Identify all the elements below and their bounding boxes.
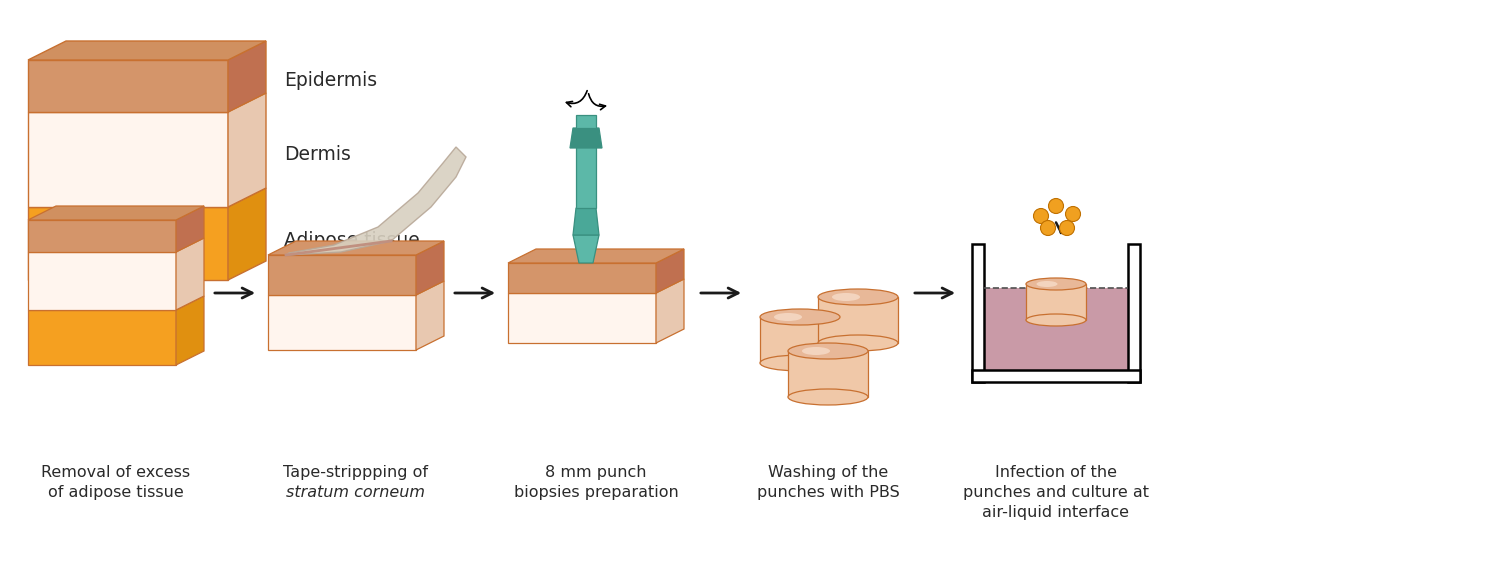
- Text: air-liquid interface: air-liquid interface: [982, 505, 1130, 520]
- Ellipse shape: [760, 309, 839, 325]
- Polygon shape: [417, 281, 444, 350]
- Polygon shape: [788, 351, 868, 397]
- Polygon shape: [175, 238, 204, 310]
- Circle shape: [1060, 220, 1075, 236]
- Polygon shape: [28, 60, 228, 112]
- Text: Infection of the: Infection of the: [995, 465, 1117, 480]
- Bar: [971, 370, 1141, 382]
- Polygon shape: [576, 115, 597, 128]
- Polygon shape: [28, 206, 204, 220]
- Polygon shape: [175, 296, 204, 365]
- Text: punches and culture at: punches and culture at: [962, 485, 1150, 500]
- Ellipse shape: [1036, 281, 1057, 287]
- Text: Tape-strippping of: Tape-strippping of: [283, 465, 429, 480]
- Ellipse shape: [788, 343, 868, 359]
- Ellipse shape: [788, 389, 868, 405]
- Polygon shape: [268, 295, 417, 350]
- Bar: [983, 288, 1129, 370]
- Polygon shape: [28, 41, 265, 60]
- Text: Adipose tissue: Adipose tissue: [283, 231, 420, 250]
- Text: biopsies preparation: biopsies preparation: [514, 485, 679, 500]
- Ellipse shape: [818, 335, 898, 351]
- Polygon shape: [175, 206, 204, 252]
- Polygon shape: [28, 310, 175, 365]
- Text: of adipose tissue: of adipose tissue: [48, 485, 184, 500]
- Ellipse shape: [760, 355, 839, 371]
- Ellipse shape: [773, 313, 802, 321]
- Polygon shape: [760, 317, 839, 363]
- Polygon shape: [28, 112, 228, 207]
- Polygon shape: [573, 208, 600, 235]
- Polygon shape: [228, 188, 265, 280]
- Polygon shape: [28, 220, 175, 252]
- Text: stratum corneum: stratum corneum: [286, 485, 426, 500]
- Ellipse shape: [832, 293, 860, 301]
- Circle shape: [1033, 208, 1048, 224]
- Polygon shape: [657, 249, 684, 293]
- Polygon shape: [28, 252, 175, 310]
- Polygon shape: [657, 279, 684, 343]
- Polygon shape: [286, 147, 466, 255]
- Circle shape: [1066, 206, 1081, 221]
- Polygon shape: [573, 235, 600, 263]
- Polygon shape: [818, 297, 898, 343]
- Polygon shape: [1025, 284, 1085, 320]
- Polygon shape: [268, 241, 444, 255]
- Ellipse shape: [818, 289, 898, 305]
- Text: Washing of the: Washing of the: [767, 465, 887, 480]
- Polygon shape: [576, 143, 597, 208]
- Bar: [971, 244, 983, 382]
- Text: 8 mm punch: 8 mm punch: [546, 465, 646, 480]
- Polygon shape: [28, 207, 228, 280]
- Circle shape: [1048, 198, 1063, 214]
- Polygon shape: [508, 293, 657, 343]
- Ellipse shape: [1025, 278, 1085, 290]
- Polygon shape: [228, 93, 265, 207]
- Polygon shape: [417, 241, 444, 295]
- Text: Removal of excess: Removal of excess: [42, 465, 190, 480]
- Polygon shape: [570, 128, 603, 148]
- Polygon shape: [268, 255, 417, 295]
- Text: punches with PBS: punches with PBS: [757, 485, 899, 500]
- Polygon shape: [508, 249, 684, 263]
- Polygon shape: [228, 41, 265, 112]
- Bar: [1129, 244, 1141, 382]
- Circle shape: [1040, 220, 1055, 236]
- Text: Epidermis: Epidermis: [283, 71, 378, 89]
- Polygon shape: [508, 263, 657, 293]
- Text: Dermis: Dermis: [283, 145, 351, 164]
- Ellipse shape: [1025, 314, 1085, 326]
- Ellipse shape: [802, 347, 830, 355]
